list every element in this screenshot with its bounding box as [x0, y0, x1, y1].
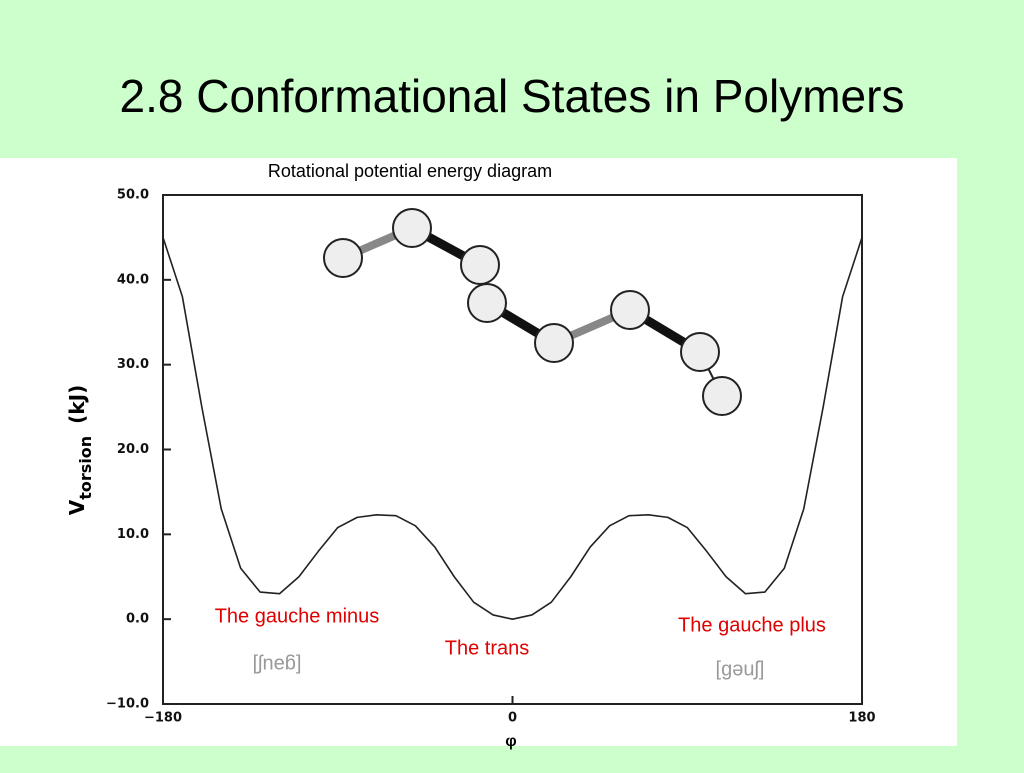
chart-title: Rotational potential energy diagram [268, 161, 552, 181]
y-tick-label: 50.0 [117, 188, 149, 203]
y-axis-label: Vtorsion (kJ) [65, 385, 95, 515]
y-label-subscript: torsion [76, 436, 95, 500]
x-tick-label: 180 [848, 711, 875, 726]
x-tick-label: −180 [144, 711, 182, 726]
y-label-unit: (kJ) [65, 385, 89, 424]
x-tick-label: 0 [508, 711, 517, 726]
molecule [323, 208, 742, 416]
y-tick-label: 40.0 [117, 272, 149, 287]
line-series [162, 237, 863, 620]
annotation: The trans [445, 637, 529, 659]
annotation: The gauche plus [678, 614, 826, 636]
slide-title: 2.8 Conformational States in Polymers [120, 70, 905, 122]
y-label-symbol: V [65, 499, 89, 515]
x-axis-label: φ [505, 733, 516, 750]
y-tick-label: −10.0 [106, 697, 149, 712]
y-tick-label: 0.0 [126, 612, 149, 627]
annotation: [gəuʃ] [253, 654, 302, 676]
y-tick-label: 10.0 [117, 527, 149, 542]
y-tick-label: 30.0 [117, 357, 149, 372]
annotation: The gauche minus [215, 605, 380, 627]
y-tick-label: 20.0 [117, 442, 149, 457]
annotation: [gəuʃ] [716, 658, 765, 680]
